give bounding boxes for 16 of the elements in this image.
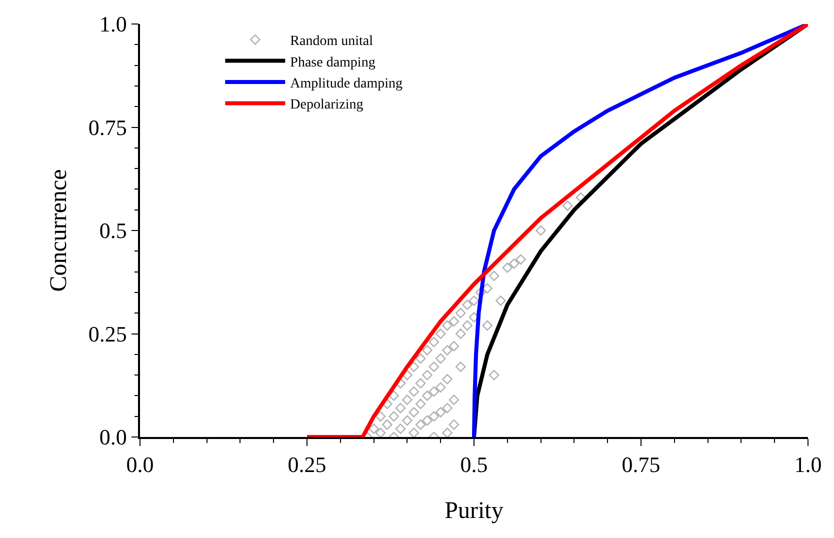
y-tick-label: 0.75	[88, 114, 127, 140]
y-tick-label: 0.25	[88, 321, 127, 346]
y-tick-label: 1.0	[99, 12, 127, 37]
y-axis-title: Concurrence	[46, 169, 72, 292]
x-tick-label: 0.75	[622, 452, 660, 478]
x-tick-label: 0.25	[288, 452, 326, 478]
y-tick-label: 0.5	[99, 218, 127, 244]
x-axis-title: Purity	[444, 498, 504, 524]
legend-label: Amplitude damping	[290, 76, 403, 92]
x-tick-label: 0.0	[126, 452, 154, 478]
y-tick-label: 0.0	[99, 424, 127, 450]
x-tick-label: 1.0	[794, 452, 822, 478]
legend-label: Depolarizing	[290, 98, 364, 113]
x-tick-label: 0.5	[460, 452, 488, 478]
legend-label: Random unital	[290, 34, 374, 50]
legend-label: Phase damping	[290, 55, 376, 70]
